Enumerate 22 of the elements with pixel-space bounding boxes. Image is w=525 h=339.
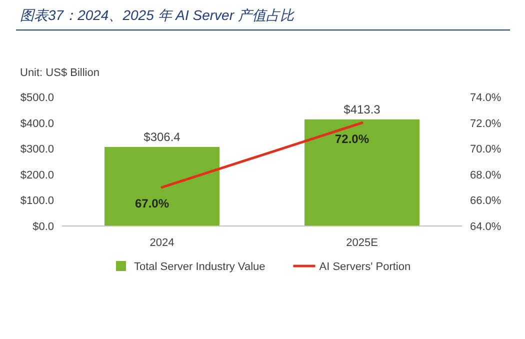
y-axis-title: Unit: US$ Billion bbox=[20, 67, 100, 79]
data-label: 72.0% bbox=[334, 132, 370, 146]
y-tick-label: $200.0 bbox=[20, 169, 54, 182]
y-tick-label: $300.0 bbox=[20, 144, 54, 156]
y2-tick-label: 70.0% bbox=[470, 144, 502, 156]
legend-label: Total Server Industry Value bbox=[134, 261, 266, 273]
y2-tick-label: 68.0% bbox=[470, 169, 502, 182]
legend-label: AI Servers' Portion bbox=[319, 261, 411, 273]
x-tick-label: 2024 bbox=[150, 237, 174, 249]
data-label: $413.3 bbox=[344, 102, 381, 116]
y-tick-label: $500.0 bbox=[20, 92, 54, 104]
y2-tick-label: 74.0% bbox=[470, 92, 502, 104]
y2-tick-label: 72.0% bbox=[470, 118, 502, 130]
y-tick-label: $100.0 bbox=[20, 195, 54, 208]
y-tick-label: $400.0 bbox=[20, 118, 54, 130]
title: 图表37：2024、2025 年 AI Server 产值占比 bbox=[20, 7, 294, 23]
y2-tick-label: 64.0% bbox=[470, 221, 502, 233]
data-label: 67.0% bbox=[134, 196, 170, 210]
x-tick-label: 2025E bbox=[346, 237, 378, 249]
data-label: $306.4 bbox=[144, 130, 181, 144]
y-tick-label: $0.0 bbox=[32, 221, 54, 233]
y2-tick-label: 66.0% bbox=[470, 195, 502, 208]
